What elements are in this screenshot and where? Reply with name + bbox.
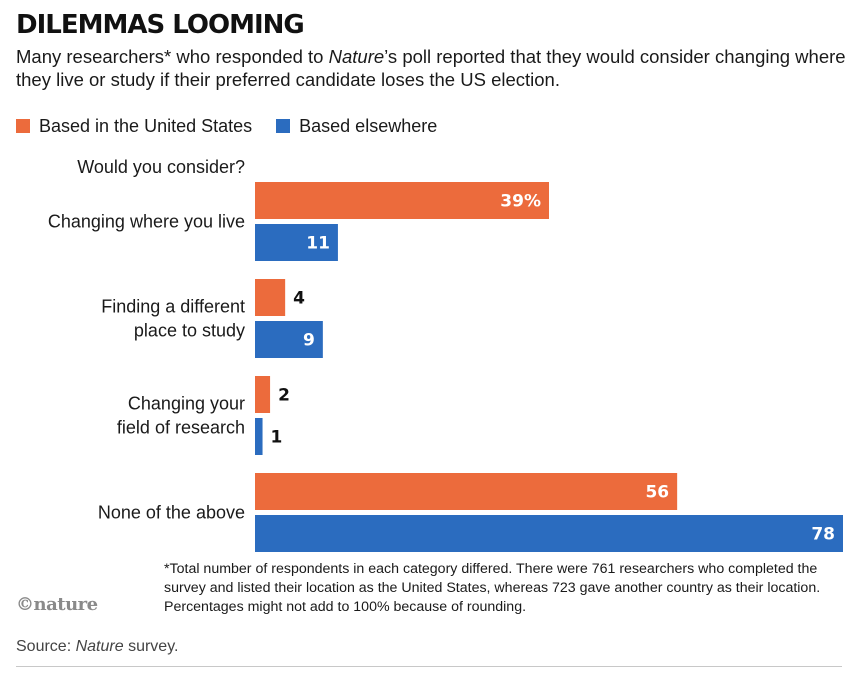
legend-item-us: Based in the United States: [16, 116, 252, 137]
question-label: Would you consider?: [77, 157, 245, 177]
subtitle-italic: Nature: [328, 46, 385, 67]
category-label-1-line-0: Finding a different: [101, 297, 245, 317]
legend-swatch-us: [16, 119, 30, 133]
source-suffix: survey.: [123, 638, 179, 655]
subtitle-part-2: ’s poll reported that they would conside…: [16, 46, 846, 90]
source-italic: Nature: [75, 638, 124, 655]
data-label-us-3: 56: [645, 483, 669, 503]
bar-us-1: [255, 279, 286, 316]
bar-us-0: [255, 182, 549, 219]
legend-item-elsewhere: Based elsewhere: [276, 116, 437, 137]
footnote: *Total number of respondents in each cat…: [164, 561, 821, 615]
category-label-1-line-1: place to study: [134, 321, 245, 341]
data-label-elsewhere-3: 78: [811, 525, 835, 545]
chart-title: DILEMMAS LOOMING: [16, 10, 305, 40]
nature-logo: ©nature: [16, 594, 98, 615]
data-label-us-2: 2: [278, 386, 290, 406]
bar-us-3: [255, 473, 678, 510]
source-line: Source: Nature survey.: [16, 638, 178, 656]
subtitle-part-1: Many researchers* who responded to: [16, 46, 329, 67]
category-label-0-line-0: Changing where you live: [48, 212, 245, 232]
bar-elsewhere-0: [255, 224, 338, 261]
data-label-elsewhere-1: 9: [303, 331, 315, 351]
data-label-us-0: 39%: [500, 192, 541, 212]
bar-elsewhere-2: [255, 418, 263, 455]
legend-swatch-elsewhere: [276, 119, 291, 133]
bar-elsewhere-3: [255, 515, 843, 552]
legend: Based in the United States Based elsewhe…: [16, 114, 461, 138]
chart-subtitle: Many researchers* who responded to Natur…: [16, 45, 846, 91]
legend-label-us: Based in the United States: [39, 115, 253, 136]
data-label-us-1: 4: [293, 289, 305, 309]
source-prefix: Source:: [16, 638, 76, 655]
bottom-divider: [16, 666, 842, 667]
data-label-elsewhere-0: 11: [306, 234, 330, 254]
bar-us-2: [255, 376, 271, 413]
legend-label-elsewhere: Based elsewhere: [299, 115, 438, 136]
bar-elsewhere-1: [255, 321, 323, 358]
category-label-2-line-0: Changing your: [128, 394, 245, 414]
bar-chart: Would you consider? Changing where you li…: [48, 157, 843, 552]
category-label-3-line-0: None of the above: [98, 503, 245, 523]
category-label-2-line-1: field of research: [117, 418, 245, 438]
data-label-elsewhere-2: 1: [271, 428, 283, 448]
